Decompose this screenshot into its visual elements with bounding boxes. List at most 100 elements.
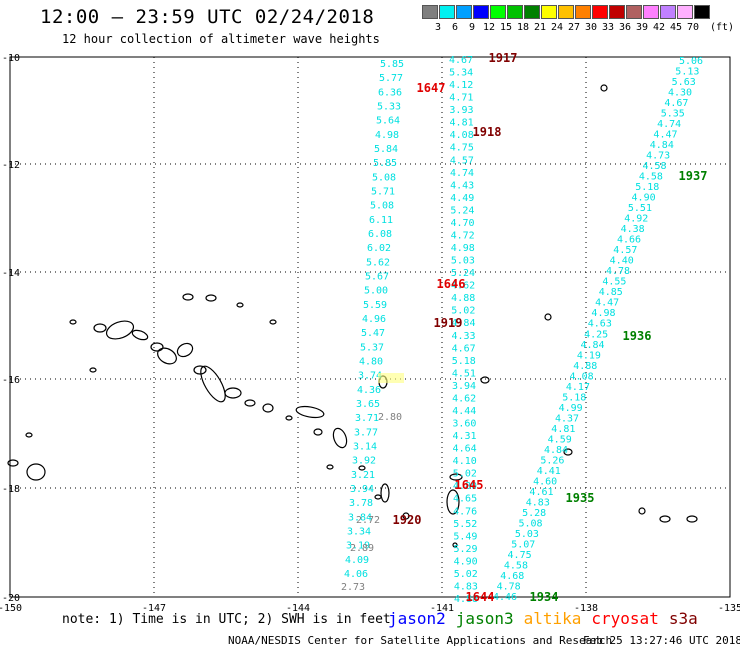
lon-tick-label: -141 — [430, 603, 454, 614]
pass-time-label: 1918 — [473, 125, 502, 139]
axis-tick-labels: -150 -147 -144 -141 -138 -135 -10 -12 -14 -16 -18 -… — [0, 53, 740, 614]
swh-value: 5.18 — [452, 356, 476, 367]
swh-value: 5.51 — [628, 203, 652, 214]
scale-label: 15 — [499, 22, 513, 33]
island-outline — [326, 464, 334, 470]
swh-value: 5.63 — [672, 77, 696, 88]
swh-value: 4.98 — [375, 130, 399, 141]
swh-value: 6.02 — [367, 243, 391, 254]
scale-swatch — [660, 5, 676, 19]
swh-value: 6.08 — [368, 229, 392, 240]
swh-value: 5.62 — [366, 257, 390, 268]
island-outline — [224, 387, 242, 399]
pass-time-label: 1934 — [530, 590, 559, 604]
swh-value: 5.47 — [361, 328, 385, 339]
swh-value: 4.61 — [529, 487, 553, 498]
swh-value: 4.80 — [453, 481, 477, 492]
swh-value: 4.36 — [357, 385, 381, 396]
swh-value: 3.34 — [347, 527, 371, 538]
swh-value: 5.28 — [522, 508, 546, 519]
scale-swatch — [524, 5, 540, 19]
swh-value: 4.98 — [451, 243, 475, 254]
island-outline — [600, 84, 608, 92]
swh-value: 4.41 — [537, 466, 561, 477]
island-outline — [544, 313, 552, 321]
scale-label: 18 — [516, 22, 530, 33]
scale-label: 33 — [601, 22, 615, 33]
scale-swatch — [643, 5, 659, 19]
island-outline — [105, 320, 135, 340]
swh-value: 4.85 — [599, 287, 623, 298]
island-outline — [150, 342, 164, 352]
swh-value: 3.94 — [452, 381, 476, 392]
island-outline — [285, 415, 293, 421]
swh-value: 5.00 — [364, 286, 388, 297]
scale-label: 24 — [550, 22, 564, 33]
pass-time-label: 1919 — [434, 316, 463, 330]
timestamp-text: Feb 25 13:27:46 UTC 2018 — [583, 634, 740, 647]
swh-value: 5.24 — [451, 268, 475, 279]
lat-tick-label: -12 — [2, 160, 20, 171]
swh-value: 4.66 — [617, 235, 641, 246]
island-outline — [25, 432, 33, 438]
swh-value: 3.84 — [348, 512, 372, 523]
pass-time-label: 1917 — [489, 51, 518, 65]
swh-value: 4.99 — [559, 403, 583, 414]
lat-tick-label: -14 — [2, 268, 20, 279]
swh-value: 4.90 — [632, 193, 656, 204]
swh-value: 4.74 — [657, 119, 681, 130]
island-outline — [26, 463, 46, 481]
swh-value: 4.64 — [453, 444, 477, 455]
island-outline — [446, 489, 460, 515]
swh-value: 5.08 — [518, 518, 542, 529]
island-outline — [269, 319, 277, 325]
swh-value: 4.74 — [450, 168, 474, 179]
scale-swatch — [473, 5, 489, 19]
swh-value: 4.57 — [613, 245, 637, 256]
swh-value: 4.78 — [606, 266, 630, 277]
scale-swatch — [575, 5, 591, 19]
scale-swatch — [694, 5, 710, 19]
swh-value: 4.71 — [449, 93, 473, 104]
swh-value: 5.02 — [454, 569, 478, 580]
swh-value: 4.08 — [570, 371, 594, 382]
swh-value: 4.75 — [508, 550, 532, 561]
swh-value: 5.13 — [675, 67, 699, 78]
page-subtitle: 12 hour collection of altimeter wave hei… — [62, 32, 380, 46]
swh-value: 2.73 — [341, 582, 365, 593]
satellite-legend: jason2 jason3 altika cryosat s3a — [388, 609, 708, 628]
swh-value: 5.02 — [451, 306, 475, 317]
swh-value: 3.92 — [352, 456, 376, 467]
island-outline — [449, 473, 463, 481]
swh-value: 3.21 — [351, 470, 375, 481]
island-outline — [262, 403, 274, 413]
swh-value: 4.59 — [548, 434, 572, 445]
swh-value: 4.83 — [454, 581, 478, 592]
swh-value: 5.18 — [635, 182, 659, 193]
legend-item-jason2: jason2 — [388, 609, 446, 628]
island-outline — [402, 512, 410, 520]
swh-value: 5.85 — [380, 59, 404, 70]
island-outline — [200, 365, 226, 403]
swh-value: 3.77 — [354, 427, 378, 438]
island-outline — [236, 302, 244, 308]
island-outline — [69, 319, 77, 325]
swh-value: 5.84 — [374, 144, 398, 155]
swh-value: 4.75 — [450, 143, 474, 154]
island-outline — [452, 542, 458, 548]
lon-tick-label: -138 — [574, 603, 598, 614]
swh-value: 5.52 — [453, 519, 477, 530]
pass-time-label: 1920 — [393, 513, 422, 527]
swh-value: 4.88 — [454, 594, 478, 605]
swh-value: 3.78 — [349, 498, 373, 509]
swh-value: 4.96 — [362, 314, 386, 325]
scale-label: 27 — [567, 22, 581, 33]
swh-value: 4.44 — [452, 406, 476, 417]
map-grid — [10, 57, 730, 597]
swh-value: 5.07 — [511, 539, 535, 550]
swh-value: 4.88 — [451, 293, 475, 304]
swh-value: 3.93 — [449, 105, 473, 116]
swh-value: 4.80 — [359, 357, 383, 368]
island-outline — [157, 347, 177, 365]
